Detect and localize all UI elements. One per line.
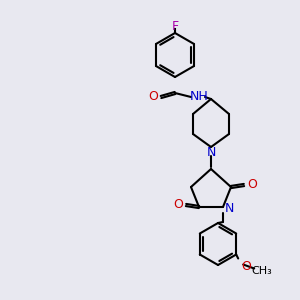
Text: O: O <box>148 91 158 103</box>
Text: NH: NH <box>190 91 208 103</box>
Text: CH₃: CH₃ <box>252 266 273 275</box>
Text: O: O <box>247 178 257 191</box>
Text: N: N <box>224 202 234 215</box>
Text: F: F <box>171 20 178 32</box>
Text: O: O <box>173 199 183 212</box>
Text: O: O <box>241 260 251 273</box>
Text: N: N <box>206 146 216 160</box>
